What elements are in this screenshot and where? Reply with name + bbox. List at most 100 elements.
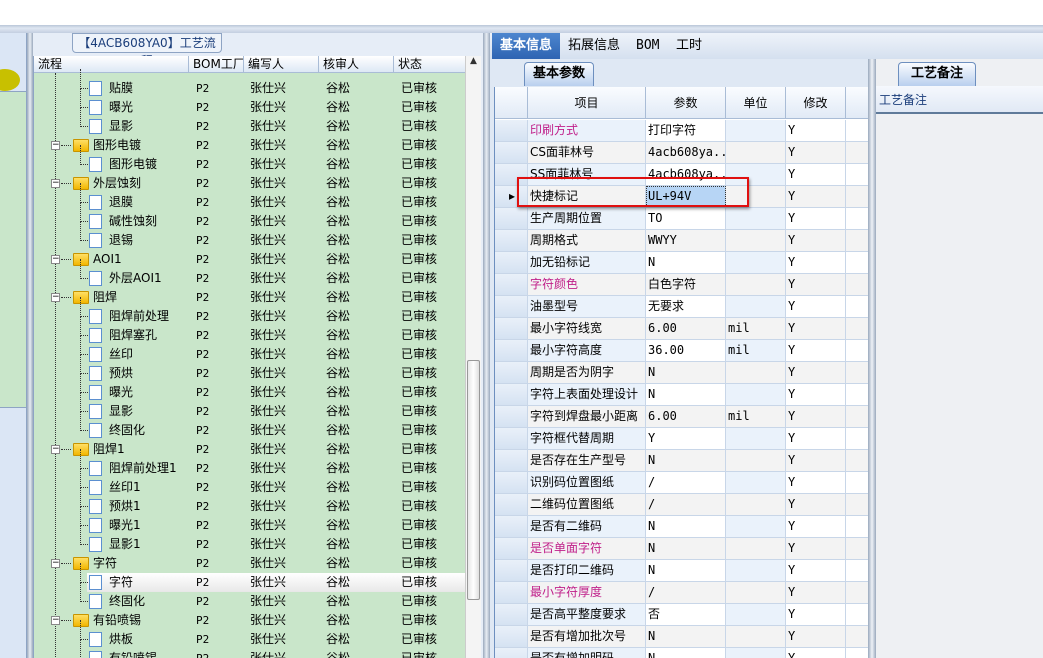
tab-notes[interactable]: 工艺备注 bbox=[898, 62, 976, 86]
tree-row[interactable]: 显影 P2 张仕兴 谷松 已审核 bbox=[34, 107, 465, 136]
tree-row[interactable]: 显影 P2 张仕兴 谷松 已审核 bbox=[34, 392, 465, 421]
grid-row[interactable]: ▸ 快捷标记 UL+94V Y bbox=[495, 186, 868, 208]
row-header[interactable] bbox=[495, 538, 528, 559]
row-header[interactable] bbox=[495, 208, 528, 229]
column-header[interactable]: 流程 bbox=[34, 56, 189, 73]
tree-row[interactable]: 贴膜 P2 张仕兴 谷松 已审核 bbox=[34, 69, 465, 98]
row-header[interactable] bbox=[495, 472, 528, 493]
tree-row[interactable]: 外层AOI1 P2 张仕兴 谷松 已审核 bbox=[34, 259, 465, 288]
value-cell[interactable]: 6.00 bbox=[646, 406, 726, 427]
column-header[interactable]: 核审人 bbox=[319, 56, 394, 73]
row-header[interactable] bbox=[495, 318, 528, 339]
grid-row[interactable]: 二维码位置图纸 / Y bbox=[495, 494, 868, 516]
tree-row[interactable]: 有铅喷锡 P2 张仕兴 谷松 已审核 bbox=[34, 639, 465, 658]
grid-row[interactable]: 是否有增加批次号 N Y bbox=[495, 626, 868, 648]
tree-row[interactable]: 曝光1 P2 张仕兴 谷松 已审核 bbox=[34, 506, 465, 535]
value-cell[interactable]: N bbox=[646, 450, 726, 471]
row-header[interactable] bbox=[495, 494, 528, 515]
value-cell[interactable]: 打印字符 bbox=[646, 120, 726, 141]
row-header[interactable] bbox=[495, 604, 528, 625]
row-header[interactable] bbox=[495, 406, 528, 427]
row-header[interactable] bbox=[495, 362, 528, 383]
tree-row[interactable]: 丝印1 P2 张仕兴 谷松 已审核 bbox=[34, 468, 465, 497]
tree-row[interactable]: 字符 P2 张仕兴 谷松 已审核 bbox=[80, 563, 465, 592]
grid-row[interactable]: 最小字符厚度 / Y bbox=[495, 582, 868, 604]
collapse-icon[interactable]: − bbox=[51, 140, 60, 150]
row-header[interactable] bbox=[495, 296, 528, 317]
value-cell[interactable]: 否 bbox=[646, 604, 726, 625]
tree-folder-row[interactable]: − 图形电镀 P2 张仕兴 谷松 已审核 bbox=[34, 136, 465, 155]
grid-row[interactable]: 是否存在生产型号 N Y bbox=[495, 450, 868, 472]
tree-row[interactable]: 烘板 P2 张仕兴 谷松 已审核 bbox=[34, 620, 465, 649]
tree-row[interactable]: 曝光 P2 张仕兴 谷松 已审核 bbox=[34, 373, 465, 402]
tree-folder-row[interactable]: − AOI1 P2 张仕兴 谷松 已审核 bbox=[34, 250, 465, 269]
collapse-icon[interactable]: − bbox=[51, 178, 60, 188]
grid-row[interactable]: 字符到焊盘最小距离 6.00 mil Y bbox=[495, 406, 868, 428]
row-header[interactable] bbox=[495, 384, 528, 405]
grid-row[interactable]: 生产周期位置 TO Y bbox=[495, 208, 868, 230]
value-cell[interactable]: / bbox=[646, 472, 726, 493]
value-cell[interactable]: N bbox=[646, 648, 726, 658]
row-header[interactable] bbox=[495, 428, 528, 449]
subtab-basic-params[interactable]: 基本参数 bbox=[524, 62, 594, 86]
value-cell[interactable]: 无要求 bbox=[646, 296, 726, 317]
row-header[interactable] bbox=[495, 560, 528, 581]
tree-scrollbar-thumb[interactable] bbox=[467, 360, 480, 600]
value-cell[interactable]: N bbox=[646, 560, 726, 581]
grid-row[interactable]: 是否单面字符 N Y bbox=[495, 538, 868, 560]
column-header[interactable]: 修改 bbox=[786, 87, 846, 119]
row-header[interactable] bbox=[495, 230, 528, 251]
value-cell[interactable]: 4acb608ya... bbox=[646, 142, 726, 163]
column-header[interactable]: 单位 bbox=[726, 87, 786, 119]
row-header[interactable] bbox=[495, 252, 528, 273]
row-header[interactable] bbox=[495, 164, 528, 185]
value-cell[interactable]: TO bbox=[646, 208, 726, 229]
tree-folder-row[interactable]: − 字符 P2 张仕兴 谷松 已审核 bbox=[34, 554, 465, 573]
row-header[interactable] bbox=[495, 274, 528, 295]
tree-row[interactable]: 阻焊前处理 P2 张仕兴 谷松 已审核 bbox=[34, 297, 465, 326]
splitter[interactable] bbox=[483, 33, 490, 658]
row-header[interactable] bbox=[495, 142, 528, 163]
tree-row[interactable]: 阻焊前处理1 P2 张仕兴 谷松 已审核 bbox=[34, 449, 465, 478]
splitter[interactable] bbox=[868, 59, 876, 658]
value-cell[interactable]: N bbox=[646, 538, 726, 559]
grid-row[interactable]: 是否高平整度要求否 Y bbox=[495, 604, 868, 626]
tree-row[interactable]: 阻焊塞孔 P2 张仕兴 谷松 已审核 bbox=[34, 316, 465, 345]
tree-row[interactable]: 退锡 P2 张仕兴 谷松 已审核 bbox=[34, 221, 465, 250]
tree-folder-row[interactable]: − 阻焊 P2 张仕兴 谷松 已审核 bbox=[34, 288, 465, 307]
grid-row[interactable]: 周期格式 WWYY Y bbox=[495, 230, 868, 252]
grid-row[interactable]: 字符框代替周期 Y Y bbox=[495, 428, 868, 450]
row-header[interactable] bbox=[495, 626, 528, 647]
value-cell[interactable]: UL+94V bbox=[646, 186, 726, 207]
value-cell[interactable]: N bbox=[646, 384, 726, 405]
value-cell[interactable]: N bbox=[646, 516, 726, 537]
grid-row[interactable]: 是否有二维码 N Y bbox=[495, 516, 868, 538]
scroll-up-icon[interactable]: ▲ bbox=[470, 56, 477, 66]
tab-3[interactable]: 工时 bbox=[676, 38, 703, 53]
tab-0[interactable]: 基本信息 bbox=[492, 33, 561, 59]
value-cell[interactable]: / bbox=[646, 494, 726, 515]
tree-row[interactable]: 终固化 P2 张仕兴 谷松 已审核 bbox=[34, 411, 465, 440]
grid-row[interactable]: 是否打印二维码 N Y bbox=[495, 560, 868, 582]
row-header[interactable] bbox=[495, 120, 528, 141]
row-header[interactable] bbox=[495, 340, 528, 361]
value-cell[interactable]: 6.00 bbox=[646, 318, 726, 339]
column-header[interactable]: 参数 bbox=[646, 87, 726, 119]
row-header[interactable] bbox=[495, 648, 528, 658]
value-cell[interactable]: N bbox=[646, 362, 726, 383]
value-cell[interactable]: Y bbox=[646, 428, 726, 449]
grid-row[interactable]: 周期是否为阴字 N Y bbox=[495, 362, 868, 384]
column-header[interactable]: 状态 bbox=[394, 56, 465, 73]
row-header[interactable] bbox=[495, 582, 528, 603]
row-header[interactable] bbox=[495, 450, 528, 471]
grid-row[interactable]: 是否有增加明码 N Y bbox=[495, 648, 868, 658]
tree-folder-row[interactable]: − 外层蚀刻 P2 张仕兴 谷松 已审核 bbox=[34, 174, 465, 193]
value-cell[interactable]: N bbox=[646, 252, 726, 273]
value-cell[interactable]: 白色字符 bbox=[646, 274, 726, 295]
collapse-icon[interactable]: − bbox=[51, 615, 60, 625]
tree-row[interactable]: 预烘 P2 张仕兴 谷松 已审核 bbox=[34, 354, 465, 383]
tree-folder-row[interactable]: − 阻焊1 P2 张仕兴 谷松 已审核 bbox=[34, 440, 465, 459]
column-header[interactable]: 编写人 bbox=[244, 56, 319, 73]
collapse-icon[interactable]: − bbox=[51, 292, 60, 302]
